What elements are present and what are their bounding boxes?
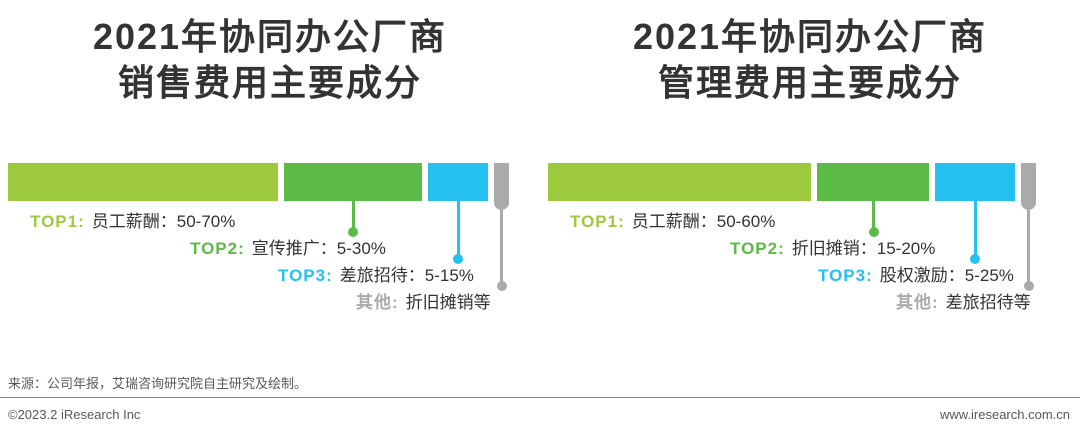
connector-dot	[970, 254, 980, 264]
item-text-top1: 员工薪酬：50-70%	[91, 212, 236, 231]
item-text-other: 折旧摊销等	[405, 293, 491, 312]
bar-segment-top3	[935, 163, 1015, 201]
legend-row-top2: TOP2: 宣传推广：5-30%	[190, 239, 386, 259]
stacked-bar	[8, 163, 509, 210]
rank-label-top1: TOP1:	[570, 212, 625, 231]
item-text-top2: 折旧摊销：15-20%	[791, 239, 936, 258]
connector-dot	[348, 227, 358, 237]
chart-sales-expense: 2021年协同办公厂商 销售费用主要成分 TOP1: 员工薪酬：50-70% TO…	[0, 0, 540, 340]
chart-title-management: 2021年协同办公厂商 管理费用主要成分	[540, 14, 1080, 106]
bar-segment-top1	[8, 163, 278, 201]
rank-label-top1: TOP1:	[30, 212, 85, 231]
stacked-bar	[548, 163, 1048, 210]
chart-title-line2: 管理费用主要成分	[657, 62, 962, 104]
chart-title-line2: 销售费用主要成分	[117, 62, 422, 104]
bar-segment-top3	[427, 163, 488, 201]
rank-label-top3: TOP3:	[818, 266, 873, 285]
connector-dot	[496, 281, 507, 291]
bar-segment-top1	[548, 163, 811, 201]
item-text-other: 差旅招待等	[945, 293, 1031, 312]
website-url: www.iresearch.com.cn	[939, 407, 1070, 422]
connector-line	[1027, 196, 1030, 286]
legend-row-top1: TOP1: 员工薪酬：50-70%	[30, 212, 235, 232]
rank-label-other: 其他:	[356, 293, 399, 312]
legend-row-top1: TOP1: 员工薪酬：50-60%	[570, 212, 775, 232]
legend-row-top2: TOP2: 折旧摊销：15-20%	[730, 239, 935, 259]
chart-management-expense: 2021年协同办公厂商 管理费用主要成分 TOP1: 员工薪酬：50-60% TO…	[540, 0, 1080, 340]
source-note: 来源：公司年报，艾瑞咨询研究院自主研究及绘制。	[8, 376, 308, 391]
rank-label-other: 其他:	[896, 293, 939, 312]
rank-label-top2: TOP2:	[190, 239, 245, 258]
footer-divider	[0, 397, 1080, 398]
connector-line	[456, 196, 460, 259]
connector-dot	[868, 227, 879, 237]
bar-segment-other	[1021, 163, 1036, 210]
connector-line	[973, 196, 977, 259]
item-text-top3: 差旅招待：5-15%	[339, 266, 474, 285]
chart-title-line1: 2021年协同办公厂商	[632, 16, 988, 57]
connector-dot	[1023, 281, 1034, 291]
connector-line	[872, 196, 875, 232]
rank-label-top2: TOP2:	[730, 239, 785, 258]
chart-title-sales: 2021年协同办公厂商 销售费用主要成分	[0, 14, 540, 106]
legend-row-top3: TOP3: 差旅招待：5-15%	[278, 266, 474, 286]
connector-line	[351, 196, 355, 232]
rank-label-top3: TOP3:	[278, 266, 333, 285]
item-text-top2: 宣传推广：5-30%	[251, 239, 386, 258]
connector-dot	[453, 254, 463, 264]
connector-line	[500, 196, 503, 286]
item-text-top1: 员工薪酬：50-60%	[631, 212, 776, 231]
bar-segment-top2	[284, 163, 422, 201]
bar-segment-other	[493, 163, 509, 210]
bar-segment-top2	[816, 163, 929, 201]
copyright-text: ©2023.2 iResearch Inc	[8, 407, 141, 422]
item-text-top3: 股权激励：5-25%	[879, 266, 1014, 285]
legend-row-other: 其他: 差旅招待等	[896, 293, 1031, 313]
legend-row-top3: TOP3: 股权激励：5-25%	[818, 266, 1014, 286]
legend-row-other: 其他: 折旧摊销等	[356, 293, 491, 313]
chart-title-line1: 2021年协同办公厂商	[92, 16, 448, 57]
